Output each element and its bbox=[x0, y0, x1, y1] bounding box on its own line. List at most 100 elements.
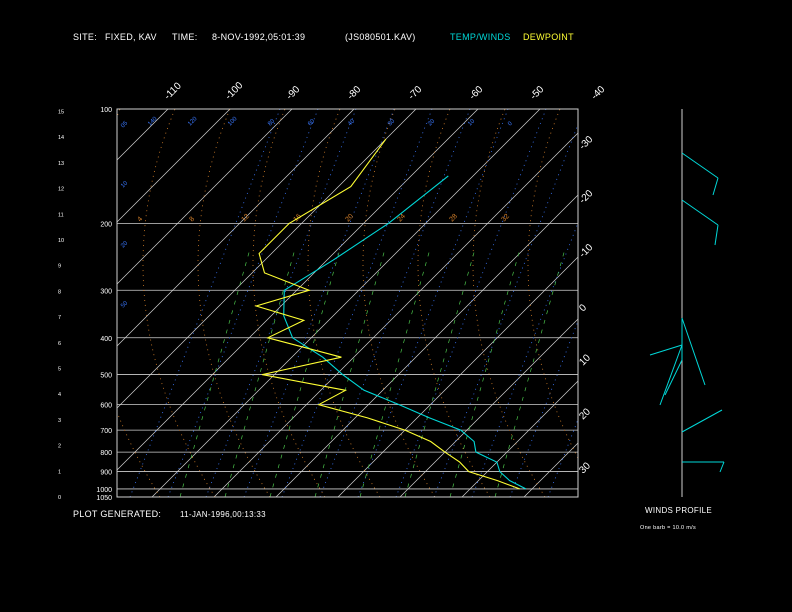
winds-profile-note: One barb = 10.0 m/s bbox=[640, 525, 696, 531]
moist-adiabat bbox=[224, 248, 296, 497]
isotherm-top-label: -110 bbox=[162, 80, 184, 102]
temperature-profile-line bbox=[283, 175, 527, 490]
isotherm-right-label: 20 bbox=[577, 406, 593, 422]
wind-barb bbox=[681, 409, 723, 433]
isotherm-right-label: 30 bbox=[577, 460, 593, 476]
moist-adiabat-label: 32 bbox=[500, 213, 511, 224]
pressure-tick-label: 800 bbox=[100, 450, 112, 457]
isotherm-top-label: -80 bbox=[345, 84, 363, 102]
mixing-ratio-line bbox=[509, 319, 578, 497]
pressure-tick-label: 1050 bbox=[96, 495, 112, 502]
isotherm-line bbox=[117, 109, 231, 223]
wind-barb bbox=[664, 359, 683, 396]
isotherm-top-label: -90 bbox=[284, 84, 302, 102]
winds-profile-title: WINDS PROFILE bbox=[645, 506, 712, 515]
mixing-ratio-label: 20 bbox=[120, 240, 129, 249]
isotherm-right-label: -30 bbox=[577, 134, 595, 152]
wind-barb bbox=[649, 344, 683, 356]
height-tick-label: 0 bbox=[58, 495, 61, 501]
dry-adiabat-label: 120 bbox=[187, 116, 199, 128]
height-tick-label: 15 bbox=[58, 110, 64, 116]
mixing-ratio-line bbox=[281, 109, 433, 497]
wind-barb bbox=[681, 152, 719, 179]
mixing-ratio-line bbox=[129, 109, 281, 497]
wind-barb bbox=[681, 199, 719, 226]
isotherm-line bbox=[117, 109, 293, 285]
height-tick-label: 10 bbox=[58, 238, 64, 244]
height-tick-label: 11 bbox=[58, 212, 64, 218]
isotherm-line bbox=[772, 109, 792, 497]
dry-adiabat bbox=[252, 109, 326, 497]
moist-adiabat bbox=[314, 248, 386, 497]
winds-profile bbox=[649, 109, 725, 497]
isotherm-line bbox=[117, 109, 169, 161]
wind-barb bbox=[712, 177, 719, 196]
diagram-labels: 1002003004005006007008009001000105001234… bbox=[58, 80, 608, 502]
dewpoint-profile-line bbox=[254, 138, 520, 490]
isotherm-line bbox=[337, 256, 578, 497]
dry-adiabat-label: 80 bbox=[267, 118, 276, 127]
plot-generated-value: 11-JAN-1996,00:13:33 bbox=[180, 510, 266, 519]
isotherm-top-label: -40 bbox=[589, 84, 607, 102]
site-value: FIXED, KAV bbox=[105, 32, 157, 42]
height-tick-label: 1 bbox=[58, 469, 61, 475]
wind-barb bbox=[681, 317, 706, 386]
isotherm-line bbox=[0, 109, 106, 497]
isotherm-line bbox=[213, 132, 578, 497]
pressure-tick-label: 100 bbox=[100, 107, 112, 114]
height-tick-label: 4 bbox=[58, 392, 61, 398]
dry-adiabat bbox=[142, 109, 216, 497]
mixing-ratio-line bbox=[547, 418, 578, 497]
height-tick-label: 6 bbox=[58, 341, 61, 347]
wind-barb bbox=[719, 461, 725, 473]
height-tick-label: 7 bbox=[58, 315, 61, 321]
time-value: 8-NOV-1992,05:01:39 bbox=[212, 32, 305, 42]
pressure-tick-label: 600 bbox=[100, 403, 112, 410]
height-tick-label: 5 bbox=[58, 367, 61, 373]
isotherm-line bbox=[117, 109, 417, 409]
isotherm-line bbox=[275, 194, 578, 497]
moist-adiabat-label: 20 bbox=[344, 213, 355, 224]
mixing-ratio-label: 50 bbox=[120, 300, 129, 309]
dry-adiabat bbox=[527, 109, 578, 460]
moist-adiabat-label: 28 bbox=[448, 213, 459, 224]
isotherm-right-label: -20 bbox=[577, 188, 595, 206]
moist-adiabat bbox=[494, 248, 566, 497]
height-tick-label: 13 bbox=[58, 161, 64, 167]
isotherm-line bbox=[648, 109, 792, 497]
dry-adiabat bbox=[307, 109, 381, 497]
dry-adiabat-label: 140 bbox=[147, 116, 159, 128]
height-tick-label: 2 bbox=[58, 444, 61, 450]
plot-generated-label: PLOT GENERATED: bbox=[73, 509, 161, 519]
time-label: TIME: bbox=[172, 32, 198, 42]
dry-adiabat bbox=[472, 109, 546, 497]
moist-adiabat bbox=[359, 248, 431, 497]
moist-adiabat bbox=[269, 248, 341, 497]
dry-adiabat-label: 0 bbox=[507, 120, 514, 127]
height-tick-label: 14 bbox=[58, 135, 64, 141]
pressure-tick-label: 1000 bbox=[96, 487, 112, 494]
mixing-ratio-line bbox=[357, 109, 509, 497]
isotherm-top-label: -70 bbox=[406, 84, 424, 102]
plot-frame bbox=[116, 108, 579, 498]
isotherm-right-label: 0 bbox=[577, 302, 589, 314]
height-tick-label: 12 bbox=[58, 187, 64, 193]
dry-adiabat-label: 40 bbox=[347, 118, 356, 127]
isotherm-line bbox=[151, 109, 541, 497]
legend-temp-winds: TEMP/WINDS bbox=[450, 32, 511, 42]
pressure-tick-label: 400 bbox=[100, 336, 112, 343]
isotherm-line bbox=[586, 109, 792, 497]
isotherm-top-label: -50 bbox=[528, 84, 546, 102]
dry-adiabat-label: 60 bbox=[307, 118, 316, 127]
dry-adiabat-label: 100 bbox=[227, 116, 239, 128]
height-tick-label: 8 bbox=[58, 289, 61, 295]
legend-dewpoint: DEWPOINT bbox=[523, 32, 574, 42]
wind-barb bbox=[659, 344, 683, 406]
dry-adiabat bbox=[417, 109, 491, 497]
pressure-tick-label: 500 bbox=[100, 373, 112, 380]
isotherm-right-label: 10 bbox=[577, 352, 593, 368]
moist-adiabat bbox=[404, 248, 476, 497]
pressure-tick-label: 200 bbox=[100, 221, 112, 228]
dry-adiabat bbox=[583, 109, 655, 497]
mixing-ratio-line bbox=[319, 109, 471, 497]
